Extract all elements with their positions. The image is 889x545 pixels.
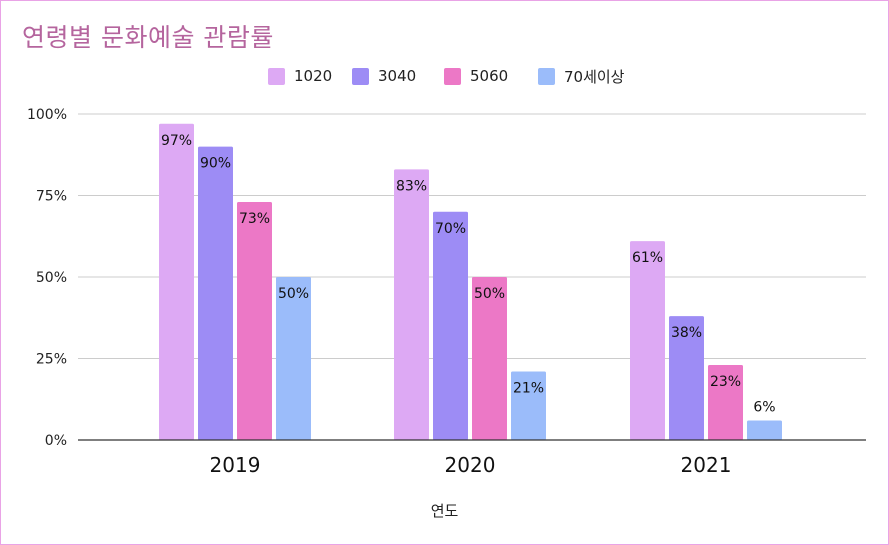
data-label-2020-70plus: 21% [513, 381, 544, 397]
bar-2021-3040 [669, 316, 704, 440]
x-tick-label-2021: 2021 [681, 453, 732, 477]
legend-item-70plus[interactable]: 70세이상 [538, 64, 625, 88]
data-label-2020-5060: 50% [474, 286, 505, 302]
bar-2019-3040 [198, 146, 233, 440]
bar-2020-1020 [394, 169, 429, 441]
data-label-2021-3040: 38% [671, 325, 702, 341]
bar-2020-70plus [511, 371, 546, 440]
data-label-2019-1020: 97% [161, 133, 192, 149]
y-tick-label-75: 75% [36, 189, 67, 205]
data-label-2019-5060: 73% [239, 211, 270, 227]
legend-label-1020: 1020 [294, 67, 333, 85]
legend-swatch-70plus [538, 67, 555, 85]
bar-2019-1020 [159, 123, 194, 440]
bar-2021-5060 [708, 365, 743, 440]
data-label-2021-1020: 61% [632, 250, 663, 266]
chart-title: 연령별 문화예술 관람률 [22, 23, 274, 52]
bar-2020-3040 [433, 211, 468, 440]
legend-item-3040[interactable]: 3040 [352, 64, 416, 88]
data-label-2019-70plus: 50% [278, 286, 309, 302]
bar-2020-5060 [472, 277, 507, 440]
legend-label-3040: 3040 [378, 67, 417, 85]
legend-label-70plus: 70세이상 [564, 67, 625, 86]
bar-2019-5060 [237, 202, 272, 440]
bar-2021-70plus [747, 420, 782, 440]
legend-item-1020[interactable]: 1020 [268, 64, 332, 88]
legend-swatch-5060 [444, 67, 461, 85]
y-tick-label-25: 25% [36, 352, 67, 368]
legend-item-5060[interactable]: 5060 [444, 64, 508, 88]
data-label-2021-70plus: 6% [753, 399, 775, 415]
legend: 1020 3040 5060 70세이상 [0, 64, 889, 88]
data-label-2021-5060: 23% [710, 374, 741, 390]
legend-label-5060: 5060 [470, 67, 509, 85]
y-tick-label-50: 50% [36, 270, 67, 286]
data-label-2020-3040: 70% [435, 221, 466, 237]
legend-swatch-1020 [268, 67, 285, 85]
x-axis-label: 연도 [430, 502, 459, 520]
data-label-2019-3040: 90% [200, 156, 231, 172]
y-tick-label-100: 100% [27, 107, 67, 123]
y-tick-label-0: 0% [45, 433, 67, 449]
bar-2019-70plus [276, 277, 311, 440]
legend-swatch-3040 [352, 67, 369, 85]
bar-2021-1020 [630, 241, 665, 440]
x-tick-label-2019: 2019 [210, 453, 261, 477]
x-tick-label-2020: 2020 [445, 453, 496, 477]
data-label-2020-1020: 83% [396, 178, 427, 194]
